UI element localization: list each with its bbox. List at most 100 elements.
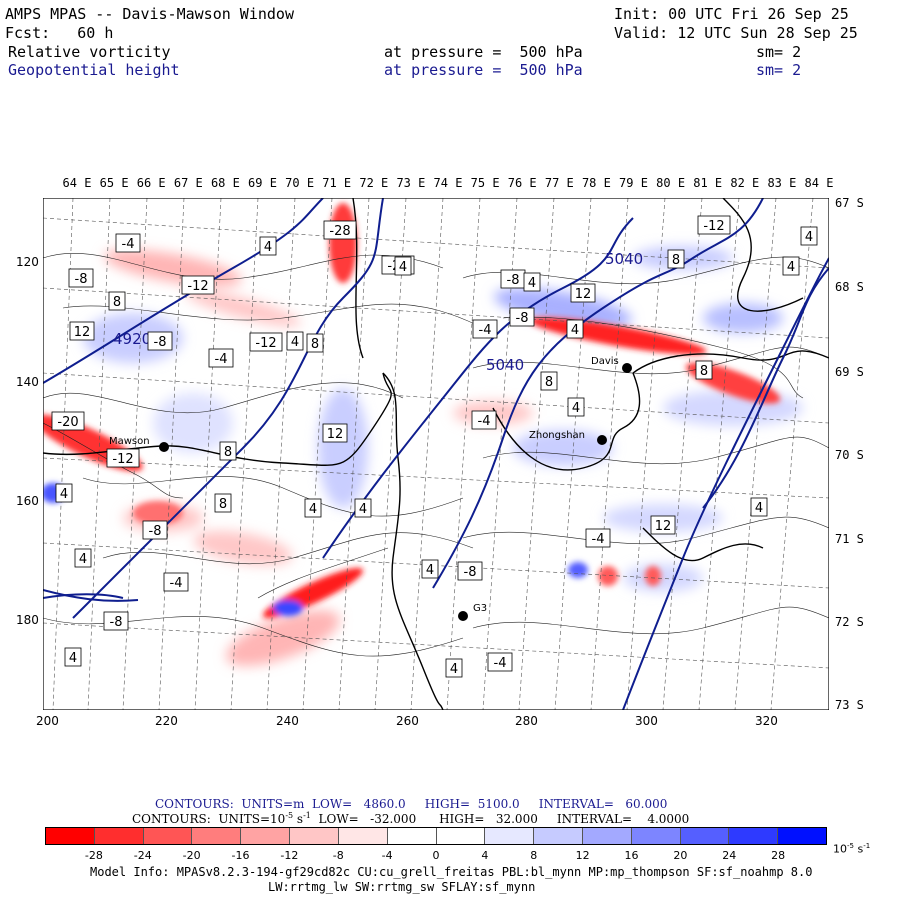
colorbar-label: 12 bbox=[575, 849, 590, 862]
colorbar bbox=[45, 827, 827, 845]
colorbar-label: 20 bbox=[673, 849, 688, 862]
vorticity-label: 8 bbox=[545, 375, 553, 390]
vorticity-label-box bbox=[471, 410, 497, 430]
vorticity-label: 8 bbox=[219, 497, 227, 512]
station-mawson-marker bbox=[159, 442, 169, 452]
vorticity-label-box bbox=[457, 561, 483, 581]
colorbar-swatch bbox=[631, 828, 681, 844]
vorticity-label: 8 bbox=[113, 295, 121, 310]
model-info-line2: LW:rrtmg_lw SW:rrtmg_sw SFLAY:sf_mynn bbox=[268, 880, 536, 894]
colorbar-swatch bbox=[94, 828, 144, 844]
field1-smoothing: sm= 2 bbox=[756, 43, 802, 61]
vorticity-label-box bbox=[208, 348, 234, 368]
vorticity-label-box bbox=[259, 236, 277, 256]
vorticity-label: -4 bbox=[592, 532, 605, 547]
vorticity-label: -8 bbox=[507, 273, 520, 288]
vorticity-label: 4 bbox=[805, 230, 813, 245]
colorbar-label: 0 bbox=[432, 849, 440, 862]
colorbar-label: -28 bbox=[84, 849, 103, 862]
vorticity-label-box bbox=[487, 652, 513, 672]
vorticity-label-box bbox=[323, 220, 357, 240]
valid-time: Valid: 12 UTC Sun 28 Sep 25 bbox=[614, 24, 858, 42]
latitude-label: 67 S bbox=[835, 196, 864, 210]
longitude-label: 70 E bbox=[285, 176, 315, 190]
station-g3-label: G3 bbox=[473, 603, 487, 614]
vorticity-label: 12 bbox=[575, 287, 592, 302]
vorticity-label-box bbox=[106, 448, 140, 468]
vorticity-label: -4 bbox=[479, 323, 492, 338]
vorticity-label: -8 bbox=[516, 311, 529, 326]
vorticity-label-box bbox=[74, 548, 92, 568]
field1-level: at pressure = 500 hPa bbox=[384, 43, 583, 61]
vorticity-contour-label: CONTOURS: UNITS=10 bbox=[132, 812, 286, 826]
longitude-label: 77 E bbox=[544, 176, 574, 190]
vorticity-label-box bbox=[147, 331, 173, 351]
latitude-label: 70 S bbox=[835, 448, 864, 462]
station-g3-marker bbox=[458, 611, 468, 621]
colorbar-swatch bbox=[534, 828, 583, 844]
vorticity-label: 8 bbox=[311, 337, 319, 352]
vorticity-label-box bbox=[322, 423, 348, 443]
height-label: 5040 bbox=[486, 356, 524, 374]
x-axis-label: 260 bbox=[396, 714, 419, 728]
station-davis-label: Davis bbox=[591, 356, 619, 367]
vorticity-label-box bbox=[219, 441, 237, 461]
vorticity-label-box bbox=[163, 572, 189, 592]
vorticity-label-box bbox=[64, 647, 82, 667]
vorticity-label-box bbox=[667, 249, 685, 269]
vorticity-label: 4 bbox=[359, 502, 367, 517]
x-axis-label: 300 bbox=[635, 714, 658, 728]
geopotential-contours bbox=[43, 198, 829, 710]
vorticity-label: -4 bbox=[170, 576, 183, 591]
height-labels: 4920 5040 5040 bbox=[113, 250, 643, 374]
vorticity-label: -12 bbox=[187, 279, 208, 294]
longitude-label: 64 E bbox=[62, 176, 92, 190]
vorticity-label: 4 bbox=[528, 276, 536, 291]
colorbar-swatch bbox=[729, 828, 779, 844]
station-zhongshan-label: Zhongshan bbox=[529, 430, 585, 441]
colorbar-label: 4 bbox=[481, 849, 489, 862]
forecast-hour: Fcst: 60 h bbox=[5, 24, 114, 42]
vorticity-label-box bbox=[585, 528, 611, 548]
stations bbox=[159, 363, 632, 621]
vorticity-unit-exp: -5 bbox=[285, 811, 294, 820]
vorticity-label: 12 bbox=[74, 325, 91, 340]
vorticity-label-box bbox=[51, 411, 85, 431]
vorticity-label: 4 bbox=[309, 502, 317, 517]
colorbar-label: -16 bbox=[231, 849, 250, 862]
longitude-label: 68 E bbox=[210, 176, 240, 190]
colorbar-swatch bbox=[485, 828, 535, 844]
vorticity-label: -12 bbox=[255, 336, 276, 351]
vorticity-label: 4 bbox=[787, 260, 795, 275]
height-label: 5040 bbox=[605, 250, 643, 268]
vorticity-label-box bbox=[142, 520, 168, 540]
longitude-label: 69 E bbox=[248, 176, 277, 190]
vorticity-label: 8 bbox=[700, 364, 708, 379]
colorbar-label: 8 bbox=[530, 849, 538, 862]
vorticity-label: -28 bbox=[329, 224, 350, 239]
vorticity-contour-info: CONTOURS: UNITS=10-5 s-1 LOW= -32.000 HI… bbox=[132, 811, 689, 826]
colorbar-swatch bbox=[241, 828, 291, 844]
colorbar-unit-exp2: -1 bbox=[863, 842, 871, 850]
vorticity-label: 8 bbox=[672, 253, 680, 268]
vorticity-label-box bbox=[566, 319, 584, 339]
x-axis-label: 320 bbox=[755, 714, 778, 728]
height-label: 4920 bbox=[113, 330, 151, 348]
vorticity-label: -8 bbox=[154, 335, 167, 350]
vorticity-label-box bbox=[421, 559, 439, 579]
vorticity-label: -8 bbox=[110, 615, 123, 630]
vorticity-label-box bbox=[445, 658, 463, 678]
vorticity-value-labels: -4-8-12-284812-4-8-24-1284-20-12-8128-4-… bbox=[51, 215, 818, 678]
vorticity-label: 4 bbox=[69, 651, 77, 666]
field2-name: Geopotential height bbox=[8, 61, 180, 79]
vorticity-label-box bbox=[103, 611, 129, 631]
height-contour-info: CONTOURS: UNITS=m LOW= 4860.0 HIGH= 5100… bbox=[155, 797, 667, 811]
longitude-label: 83 E bbox=[767, 176, 797, 190]
vorticity-label-box bbox=[750, 497, 768, 517]
vorticity-label: 4 bbox=[426, 563, 434, 578]
colorbar-swatch bbox=[192, 828, 242, 844]
colorbar-unit-base: 10 bbox=[833, 842, 847, 856]
field2-smoothing: sm= 2 bbox=[756, 61, 802, 79]
longitude-label: 73 E bbox=[396, 176, 426, 190]
height-contour-interval: INTERVAL= 60.000 bbox=[538, 797, 668, 811]
